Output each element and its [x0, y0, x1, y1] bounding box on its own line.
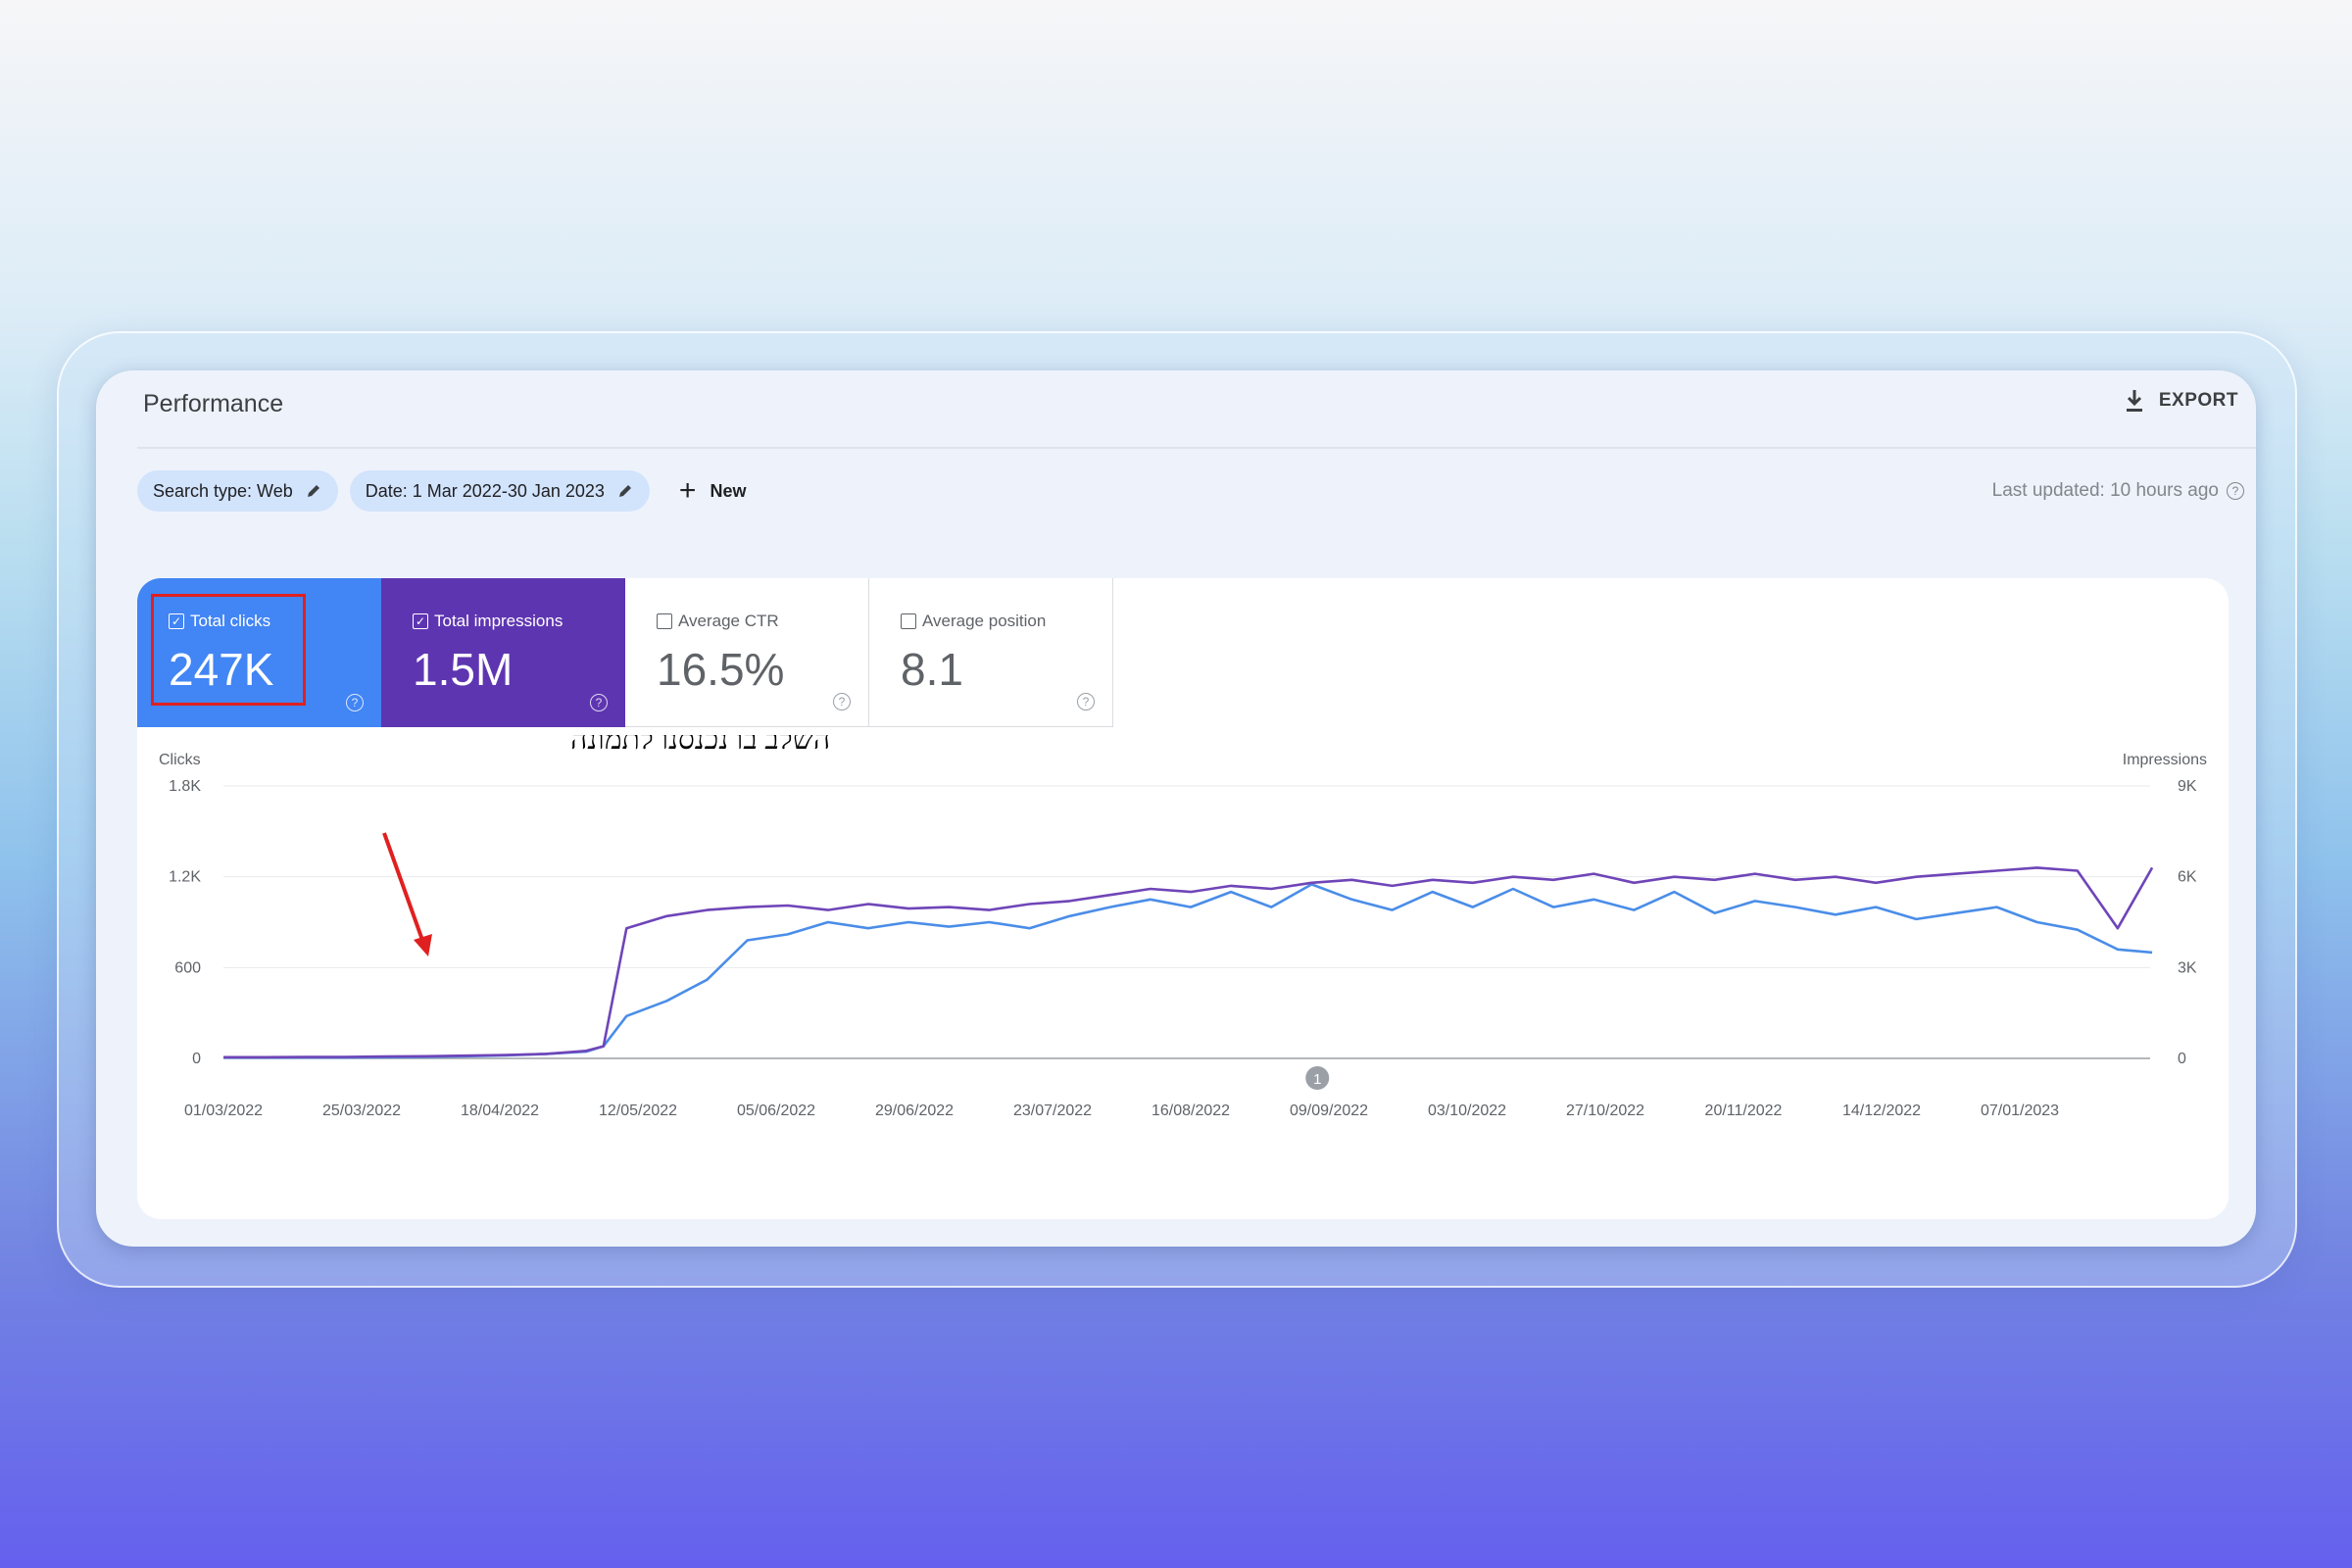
x-tick: 18/04/2022 — [461, 1102, 539, 1119]
download-icon — [2126, 390, 2142, 412]
y-axis-right-title: Impressions — [2123, 752, 2207, 768]
new-filter-label: New — [710, 480, 747, 501]
y-tick-right: 3K — [2178, 959, 2197, 976]
x-tick: 03/10/2022 — [1428, 1102, 1506, 1119]
x-tick: 07/01/2023 — [1981, 1102, 2059, 1119]
metric-label: Total clicks — [190, 612, 271, 630]
x-tick: 16/08/2022 — [1152, 1102, 1230, 1119]
search-type-chip[interactable]: Search type: Web — [137, 470, 338, 512]
date-chip[interactable]: Date: 1 Mar 2022-30 Jan 2023 — [349, 470, 650, 512]
last-updated-text: Last updated: 10 hours ago — [1991, 480, 2219, 501]
x-tick: 12/05/2022 — [599, 1102, 677, 1119]
annotation-marker-label: 1 — [1313, 1071, 1321, 1088]
performance-card: ✓ Total clicks 247K ? ✓ Total impressions … — [137, 578, 2229, 1219]
x-tick: 14/12/2022 — [1842, 1102, 1921, 1119]
x-tick: 25/03/2022 — [322, 1102, 401, 1119]
annotation-text: השלב בו נכנסנו לתמונה — [570, 735, 830, 756]
metric-label: Average CTR — [678, 612, 779, 630]
x-tick: 09/09/2022 — [1290, 1102, 1368, 1119]
metric-tabs: ✓ Total clicks 247K ? ✓ Total impressions … — [137, 578, 1113, 727]
annotation-marker — [1305, 1066, 1330, 1090]
y-tick-left: 600 — [174, 959, 201, 976]
export-label: EXPORT — [2158, 390, 2238, 411]
metric-value: 1.5M — [413, 644, 514, 695]
checkbox-unchecked-icon[interactable] — [901, 613, 916, 629]
metric-label: Average position — [922, 612, 1047, 630]
edit-icon — [618, 485, 631, 497]
checkbox-checked-icon[interactable]: ✓ — [413, 613, 428, 629]
y-tick-left: 1.2K — [169, 869, 201, 886]
performance-panel: Performance EXPORT Search type: Web Date… — [96, 370, 2256, 1247]
help-icon[interactable]: ? — [2227, 482, 2244, 500]
highlight-box — [151, 594, 306, 706]
y-axis-left-title: Clicks — [159, 752, 201, 768]
y-tick-right: 9K — [2178, 778, 2197, 795]
filter-bar: Search type: Web Date: 1 Mar 2022-30 Jan… — [137, 470, 746, 512]
y-tick-right: 0 — [2178, 1051, 2186, 1067]
plus-icon: + — [678, 474, 697, 507]
annotation-arrow — [382, 832, 425, 944]
header-divider — [137, 447, 2256, 449]
edit-icon — [307, 485, 319, 497]
checkbox-unchecked-icon[interactable] — [657, 613, 672, 629]
search-type-label: Search type: Web — [153, 480, 293, 501]
x-tick: 20/11/2022 — [1705, 1102, 1783, 1119]
x-tick: 29/06/2022 — [875, 1102, 954, 1119]
new-filter-button[interactable]: + New — [679, 476, 747, 506]
y-tick-left: 0 — [192, 1051, 201, 1067]
page-title: Performance — [143, 390, 284, 417]
checkbox-checked-icon[interactable]: ✓ — [169, 613, 184, 629]
metric-average-ctr[interactable]: Average CTR 16.5% ? — [625, 578, 869, 727]
x-tick: 23/07/2022 — [1013, 1102, 1092, 1119]
metric-value: 247K — [169, 644, 274, 695]
x-tick: 05/06/2022 — [737, 1102, 815, 1119]
y-tick-left: 1.8K — [169, 778, 201, 795]
performance-chart: Clicks Impressions 1.8K 9K 1.2K 6K 600 3K 0 0 01/0… — [159, 735, 2207, 1119]
help-icon[interactable]: ? — [1077, 693, 1095, 710]
help-icon[interactable]: ? — [590, 694, 608, 711]
metric-average-position[interactable]: Average position 8.1 ? — [869, 578, 1113, 727]
metric-value: 8.1 — [901, 644, 963, 695]
date-label: Date: 1 Mar 2022-30 Jan 2023 — [365, 480, 605, 501]
help-icon[interactable]: ? — [833, 693, 851, 710]
x-tick: 27/10/2022 — [1566, 1102, 1644, 1119]
annotation-arrow-head — [414, 934, 432, 956]
x-tick: 01/03/2022 — [184, 1102, 263, 1119]
metric-total-impressions[interactable]: ✓ Total impressions 1.5M ? — [381, 578, 625, 727]
y-tick-right: 6K — [2178, 869, 2197, 886]
metric-label: Total impressions — [434, 612, 564, 630]
metric-total-clicks[interactable]: ✓ Total clicks 247K ? — [137, 578, 381, 727]
metric-value: 16.5% — [657, 644, 785, 695]
series-line-impressions — [223, 866, 2154, 1059]
help-icon[interactable]: ? — [346, 694, 364, 711]
last-updated: Last updated: 10 hours ago ? — [1992, 480, 2244, 502]
series-line-clicks — [223, 883, 2153, 1059]
export-button[interactable]: EXPORT — [2124, 388, 2238, 414]
